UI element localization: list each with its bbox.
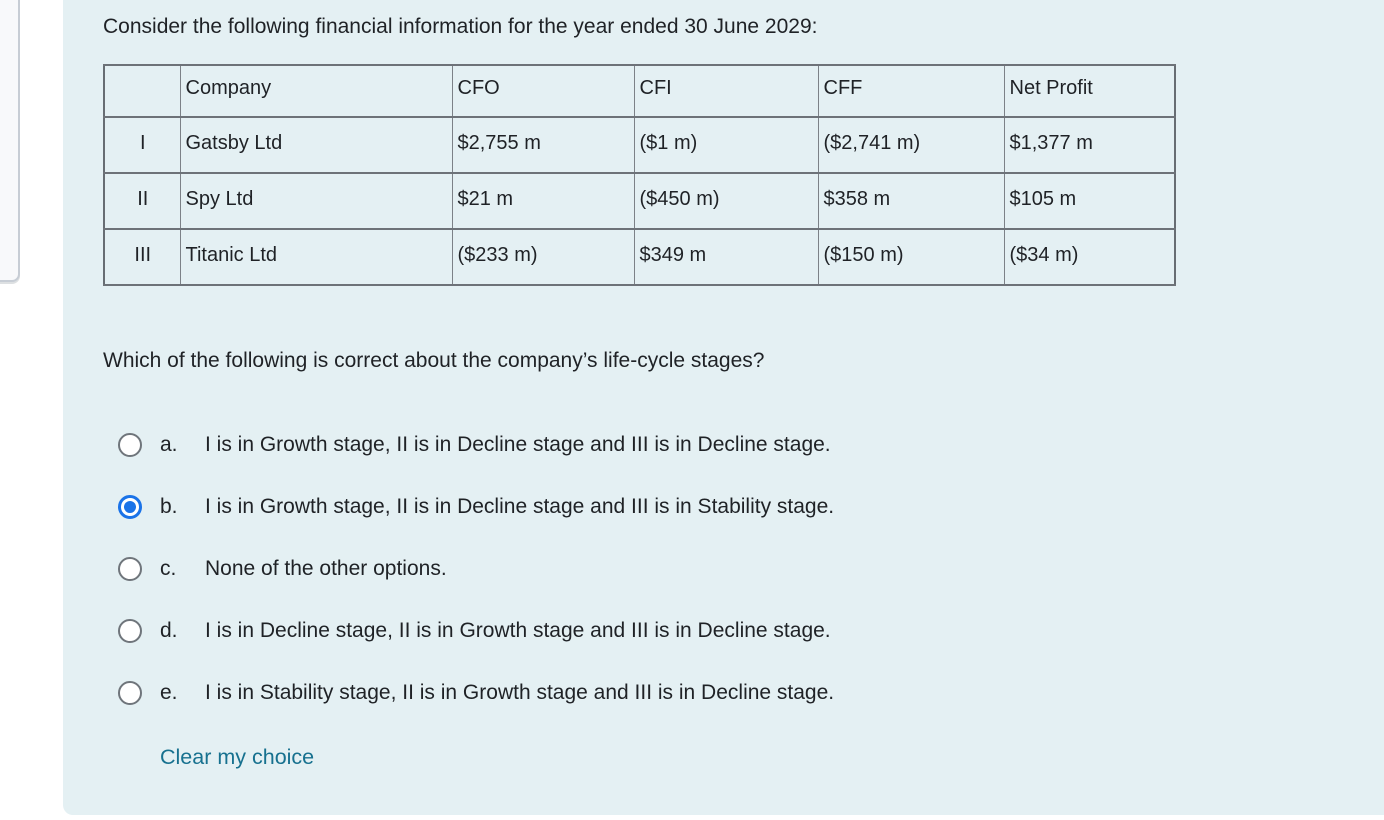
header-cfi: CFI [633, 64, 819, 118]
radio-option-c[interactable] [118, 557, 142, 581]
table-header-row: Company CFO CFI CFF Net Profit [103, 64, 1176, 118]
cell-company: Titanic Ltd [179, 228, 453, 286]
option-text: I is in Growth stage, II is in Decline s… [205, 433, 831, 456]
cell-cfi: ($1 m) [633, 116, 819, 174]
option-text: None of the other options. [205, 557, 447, 580]
header-cfo: CFO [451, 64, 635, 118]
option-letter: b. [160, 495, 178, 518]
option-d[interactable]: d. I is in Decline stage, II is in Growt… [118, 616, 831, 646]
option-c[interactable]: c. None of the other options. [118, 554, 447, 584]
radio-option-b[interactable] [118, 495, 142, 519]
header-cff: CFF [817, 64, 1005, 118]
table-row: II Spy Ltd $21 m ($450 m) $358 m $105 m [103, 172, 1176, 230]
option-letter: e. [160, 681, 178, 704]
question-intro: Consider the following financial informa… [103, 15, 818, 38]
option-text: I is in Decline stage, II is in Growth s… [205, 619, 831, 642]
clear-choice-link[interactable]: Clear my choice [160, 745, 315, 769]
header-company: Company [179, 64, 453, 118]
cell-cff: ($150 m) [817, 228, 1005, 286]
financial-table: Company CFO CFI CFF Net Profit I Gatsby … [103, 64, 1176, 286]
table-row: III Titanic Ltd ($233 m) $349 m ($150 m)… [103, 228, 1176, 286]
cell-net-profit: ($34 m) [1003, 228, 1176, 286]
header-net-profit: Net Profit [1003, 64, 1176, 118]
header-blank [103, 64, 181, 118]
cell-cfo: $21 m [451, 172, 635, 230]
option-e[interactable]: e. I is in Stability stage, II is in Gro… [118, 678, 834, 708]
cell-company: Gatsby Ltd [179, 116, 453, 174]
cell-company: Spy Ltd [179, 172, 453, 230]
cell-cfo: $2,755 m [451, 116, 635, 174]
left-partial-card [0, 0, 20, 282]
radio-option-a[interactable] [118, 433, 142, 457]
cell-cfi: $349 m [633, 228, 819, 286]
cell-net-profit: $105 m [1003, 172, 1176, 230]
question-prompt: Which of the following is correct about … [103, 349, 765, 372]
cell-cff: ($2,741 m) [817, 116, 1005, 174]
cell-cfo: ($233 m) [451, 228, 635, 286]
option-letter: a. [160, 433, 178, 456]
cell-cfi: ($450 m) [633, 172, 819, 230]
option-a[interactable]: a. I is in Growth stage, II is in Declin… [118, 430, 831, 460]
row-number: I [103, 116, 181, 174]
option-text: I is in Stability stage, II is in Growth… [205, 681, 835, 704]
option-text: I is in Growth stage, II is in Decline s… [205, 495, 835, 518]
table-row: I Gatsby Ltd $2,755 m ($1 m) ($2,741 m) … [103, 116, 1176, 174]
option-letter: c. [160, 557, 177, 580]
radio-option-e[interactable] [118, 681, 142, 705]
row-number: III [103, 228, 181, 286]
cell-cff: $358 m [817, 172, 1005, 230]
radio-option-d[interactable] [118, 619, 142, 643]
cell-net-profit: $1,377 m [1003, 116, 1176, 174]
option-b[interactable]: b. I is in Growth stage, II is in Declin… [118, 492, 834, 522]
row-number: II [103, 172, 181, 230]
option-letter: d. [160, 619, 178, 642]
question-panel: Consider the following financial informa… [63, 0, 1384, 815]
